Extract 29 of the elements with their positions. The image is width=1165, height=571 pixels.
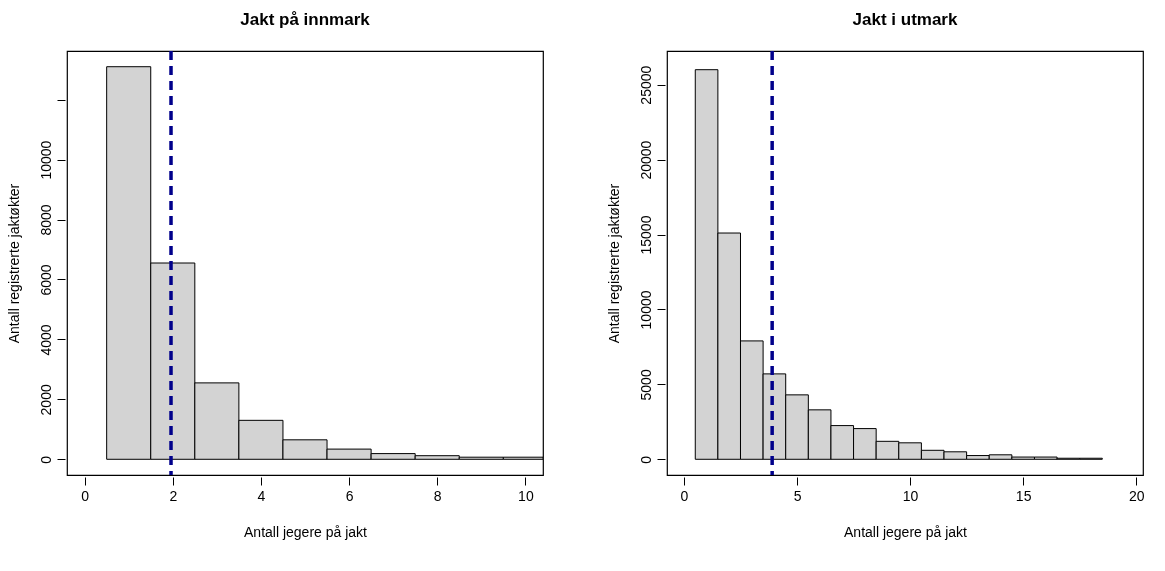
y-tick-label: 15000 — [637, 215, 654, 255]
y-tick-label: 2000 — [37, 384, 54, 416]
chart-title: Jakt på innmark — [240, 10, 371, 30]
y-axis-title: Antall registrerte jaktøkter — [5, 183, 22, 344]
x-tick-label: 0 — [680, 487, 689, 504]
x-tick-label: 6 — [345, 487, 354, 504]
x-tick-label: 8 — [433, 487, 442, 504]
x-tick-label: 2 — [169, 487, 178, 504]
x-axis-title: Antall jegere på jakt — [844, 523, 968, 540]
x-tick-label: 10 — [518, 487, 534, 504]
y-tick-label: 10000 — [637, 290, 654, 330]
y-tick-label: 8000 — [37, 204, 54, 236]
y-tick-label: 25000 — [637, 65, 654, 105]
y-tick-label: 6000 — [37, 264, 54, 296]
x-tick-label: 0 — [81, 487, 90, 504]
chart-title: Jakt i utmark — [852, 10, 958, 30]
x-tick-label: 15 — [1015, 487, 1032, 504]
y-tick-label: 4000 — [37, 324, 54, 356]
x-tick-label: 4 — [257, 487, 266, 504]
y-tick-label: 10000 — [37, 140, 54, 180]
x-tick-label: 10 — [902, 487, 919, 504]
x-axis-title: Antall jegere på jakt — [244, 523, 368, 540]
y-tick-label: 20000 — [637, 140, 654, 180]
y-tick-label: 5000 — [637, 369, 654, 401]
x-tick-label: 20 — [1128, 487, 1145, 504]
y-tick-label: 0 — [37, 455, 54, 464]
x-tick-label: 5 — [793, 487, 802, 504]
y-tick-label: 0 — [637, 455, 654, 464]
y-axis-title: Antall registrerte jaktøkter — [605, 183, 622, 344]
